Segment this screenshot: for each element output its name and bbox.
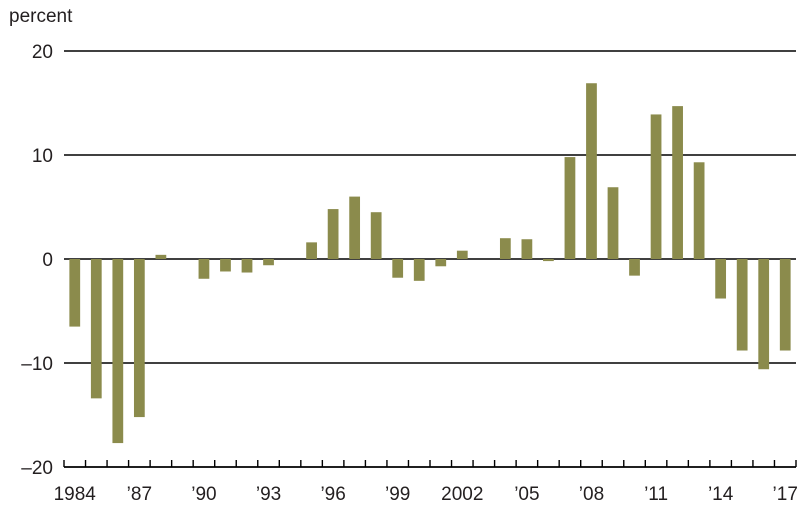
bar	[241, 259, 253, 273]
y-axis-ticks: 20 10 0 –10 –20	[21, 42, 53, 479]
x-tick-label: ’08	[579, 484, 604, 505]
bar	[112, 259, 124, 444]
y-tick-label: 20	[32, 42, 53, 63]
x-tick-label: ’90	[191, 484, 216, 505]
bar	[90, 259, 102, 399]
bar	[499, 238, 511, 259]
x-tick-label: ’17	[773, 484, 798, 505]
x-tick-label: ’96	[320, 484, 345, 505]
bar	[629, 259, 640, 276]
x-tick-label: ’11	[644, 484, 668, 505]
bar	[327, 209, 339, 259]
x-tick-label: ’93	[256, 484, 281, 505]
bar	[715, 259, 727, 299]
bar	[521, 239, 533, 259]
y-tick-label: –10	[21, 354, 53, 375]
x-tick-label: 1984	[54, 484, 97, 505]
x-axis	[63, 460, 797, 468]
y-tick-label: 0	[42, 250, 53, 271]
bar	[564, 157, 576, 259]
bar	[349, 196, 361, 259]
bar	[543, 259, 554, 262]
bar	[435, 259, 447, 267]
bar	[672, 106, 683, 260]
bar	[133, 259, 145, 418]
bars	[69, 83, 791, 444]
bar	[155, 254, 167, 259]
bar	[586, 83, 597, 260]
x-tick-label: ’87	[127, 484, 152, 505]
y-tick-label: –20	[21, 458, 53, 479]
bar	[220, 259, 231, 272]
y-tick-label: 10	[32, 146, 53, 167]
x-tick-label: ’05	[514, 484, 539, 505]
bar	[607, 187, 619, 259]
bar	[779, 259, 791, 351]
bar	[736, 259, 748, 351]
bar	[69, 259, 81, 327]
y-axis-label: percent	[9, 6, 73, 27]
bar	[456, 250, 468, 259]
bar	[650, 114, 662, 259]
gridlines	[64, 50, 796, 364]
bar	[306, 242, 317, 259]
bar	[263, 259, 274, 266]
x-tick-label: ’14	[708, 484, 734, 505]
x-tick-label: 2002	[441, 484, 483, 505]
bar	[693, 162, 705, 259]
bar	[198, 259, 210, 279]
bar	[758, 259, 770, 370]
x-tick-label: ’99	[385, 484, 410, 505]
x-axis-tick-labels: 1984 ’87 ’90 ’93 ’96 ’99 2002 ’05 ’08 ’11 ’14 ’17	[54, 484, 798, 505]
bar	[392, 259, 404, 278]
bar	[413, 259, 425, 281]
bar	[370, 212, 382, 259]
